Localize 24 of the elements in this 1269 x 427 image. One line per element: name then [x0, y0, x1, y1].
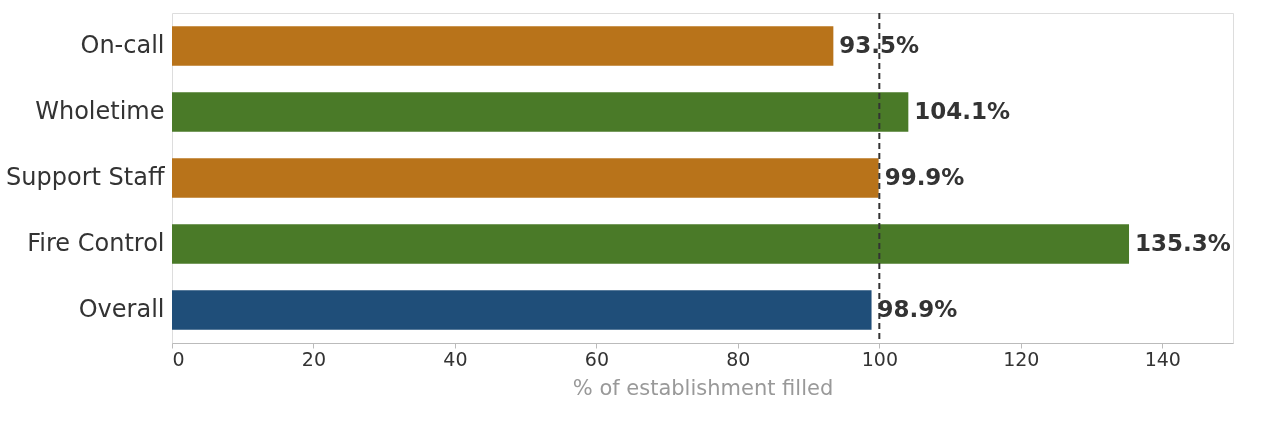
x-tick-label: 40: [443, 347, 468, 370]
y-tick-label: Overall: [78, 295, 165, 323]
y-tick-label: Wholetime: [35, 97, 165, 125]
x-tick-label: 0: [172, 347, 185, 370]
x-tick-label: 80: [726, 347, 751, 370]
x-tick-label: 20: [301, 347, 327, 370]
bar: [172, 224, 1130, 264]
bar: [172, 158, 879, 198]
data-label: 135.3%: [1135, 230, 1231, 256]
y-tick-label: Fire Control: [27, 229, 165, 257]
x-tick-label: 60: [584, 347, 609, 370]
data-label: 93.5%: [839, 32, 920, 58]
data-label: 99.9%: [884, 164, 965, 190]
data-label: 104.1%: [914, 98, 1011, 124]
bar: [172, 290, 872, 330]
bar: [172, 92, 909, 132]
y-tick-label: Support Staff: [6, 163, 165, 191]
y-tick-label: On-call: [80, 31, 165, 59]
x-axis-title: % of establishment filled: [572, 375, 834, 400]
x-tick-label: 120: [1003, 347, 1040, 370]
x-tick-label: 140: [1144, 347, 1181, 370]
data-label: 98.9%: [877, 296, 958, 322]
x-tick-label: 100: [861, 347, 898, 370]
bar: [172, 26, 834, 66]
